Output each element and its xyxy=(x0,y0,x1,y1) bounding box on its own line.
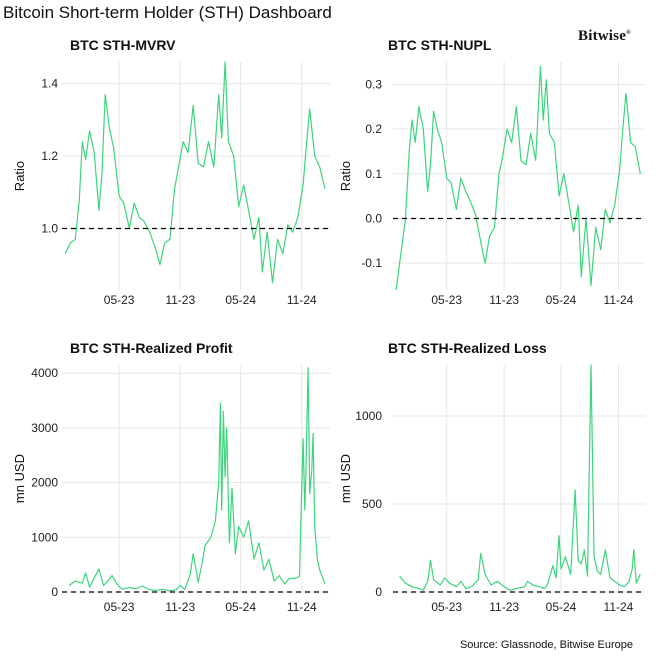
series-line xyxy=(399,364,641,591)
panel-title: BTC STH-Realized Profit xyxy=(70,340,233,356)
y-tick-label: 2000 xyxy=(31,476,58,490)
series-line xyxy=(395,65,641,291)
x-tick-label: 05-23 xyxy=(104,600,135,614)
panel-title: BTC STH-Realized Loss xyxy=(388,340,547,356)
y-tick-label: 0.2 xyxy=(365,122,382,136)
y-axis-label: Ratio xyxy=(12,161,27,191)
y-tick-label: 1.2 xyxy=(41,149,58,163)
x-tick-label: 11-24 xyxy=(604,600,634,614)
series-line xyxy=(64,61,326,284)
y-axis-label: Ratio xyxy=(338,161,353,191)
x-tick-label: 11-23 xyxy=(489,293,519,307)
y-tick-label: 1.0 xyxy=(41,221,58,235)
chart-panel-4: BTC STH-Realized Loss mn USD 0 500 1000 05-23… xyxy=(338,340,645,614)
y-axis-label: mn USD xyxy=(338,454,353,503)
y-tick-label: 0 xyxy=(375,585,382,599)
x-tick-label: 11-24 xyxy=(287,293,317,307)
y-tick-label: 500 xyxy=(362,497,382,511)
dashboard-title: Bitcoin Short-term Holder (STH) Dashboar… xyxy=(3,3,332,22)
y-tick-label: 1000 xyxy=(31,530,58,544)
x-tick-label: 05-23 xyxy=(431,600,462,614)
x-tick-label: 05-23 xyxy=(431,293,462,307)
y-tick-label: 0.0 xyxy=(365,211,382,225)
y-tick-label: 3000 xyxy=(31,421,58,435)
y-tick-label: 4000 xyxy=(31,366,58,380)
source-note: Source: Glassnode, Bitwise Europe xyxy=(459,639,633,651)
x-tick-label: 05-24 xyxy=(225,293,256,307)
x-tick-label: 11-23 xyxy=(165,293,195,307)
panel-title: BTC STH-NUPL xyxy=(388,37,492,53)
panel-title: BTC STH-MVRV xyxy=(70,37,176,53)
y-tick-label: 0.3 xyxy=(365,77,382,91)
bitwise-logo: Bitwise® xyxy=(578,28,631,44)
chart-panel-2: BTC STH-NUPL Ratio -0.1 0.0 0.1 0.2 0.3 05-23 11… xyxy=(338,37,645,307)
x-tick-label: 11-24 xyxy=(287,600,317,614)
x-tick-label: 05-24 xyxy=(546,600,577,614)
y-tick-label: 1000 xyxy=(355,409,382,423)
x-tick-label: 05-24 xyxy=(225,600,256,614)
series-line xyxy=(68,367,326,592)
logo-text: Bitwise xyxy=(578,28,627,44)
y-tick-label: 1.4 xyxy=(41,77,58,91)
chart-panel-1: BTC STH-MVRV Ratio 1.0 1.2 1.4 05-23 11-23 05-2… xyxy=(12,37,330,307)
x-tick-label: 11-23 xyxy=(165,600,195,614)
chart-panel-3: BTC STH-Realized Profit mn USD 0 1000 2000 30… xyxy=(12,340,330,614)
x-tick-label: 11-23 xyxy=(489,600,519,614)
y-tick-label: 0.1 xyxy=(365,167,382,181)
x-tick-label: 11-24 xyxy=(604,293,634,307)
x-tick-label: 05-23 xyxy=(104,293,135,307)
y-tick-label: -0.1 xyxy=(361,256,382,270)
x-tick-label: 05-24 xyxy=(546,293,577,307)
y-tick-label: 0 xyxy=(51,585,58,599)
y-axis-label: mn USD xyxy=(12,454,27,503)
